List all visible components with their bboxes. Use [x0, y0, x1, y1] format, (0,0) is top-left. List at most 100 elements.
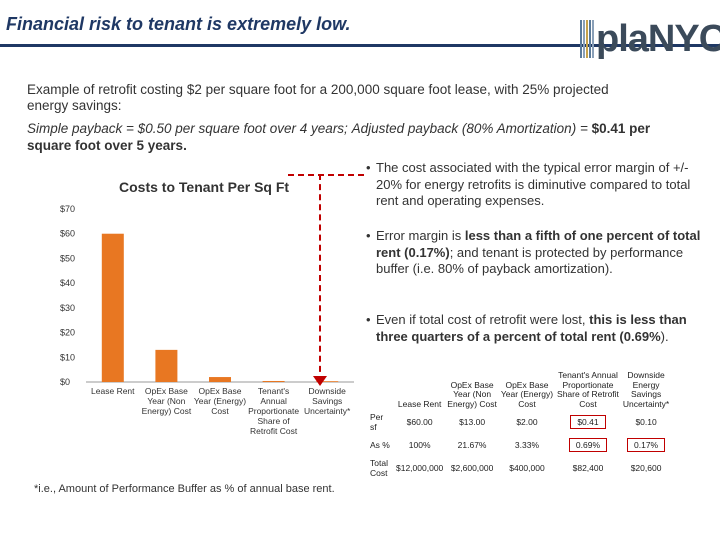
table-header-row: Lease Rent OpEx Base Year (Non Energy) Cost…: [368, 370, 671, 410]
cell-value: $2.00: [516, 417, 538, 427]
y-tick-label: $0: [60, 377, 70, 387]
cost-chart: Costs to Tenant Per Sq Ft $0 $10 $20 $30 $40…: [34, 167, 364, 437]
title-divider: [0, 44, 720, 47]
y-tick-label: $70: [60, 204, 75, 214]
bullet-dot: •: [366, 312, 371, 327]
table-row-label: Total Cost: [370, 458, 388, 478]
table-header-cell: OpEx Base Year (Non Energy) Cost: [447, 379, 497, 409]
x-tick-label: Lease Rent: [91, 386, 135, 396]
logo-bar: [580, 20, 582, 58]
x-tick-label: Cost: [211, 406, 229, 416]
cell-value: $20,600: [630, 463, 662, 473]
bullet-item: • The cost associated with the typical er…: [366, 160, 701, 210]
bar: [316, 381, 339, 382]
bar: [101, 233, 124, 382]
x-tick-label: Savings: [312, 396, 342, 406]
y-tick-label: $30: [60, 303, 75, 313]
highlighted-value: 0.69%: [568, 438, 608, 452]
cost-table: Lease Rent OpEx Base Year (Non Energy) Cost…: [368, 370, 718, 480]
bullet-text: this is less than three quarters of a pe…: [376, 312, 687, 344]
bullet-dot: •: [366, 160, 371, 175]
table-header-cell: Downside Energy Savings Uncertainty*: [622, 370, 670, 409]
x-tick-label: Year (Non: [147, 396, 185, 406]
cell-value: 3.33%: [514, 440, 540, 450]
table-cell: 100%: [394, 434, 445, 456]
bullet-text: Even if total cost of retrofit were lost…: [376, 312, 590, 327]
payback-text: Simple payback = $0.50 per square foot o…: [27, 120, 697, 154]
x-tick-label: Downside: [309, 386, 347, 396]
y-tick-label: $40: [60, 278, 75, 288]
x-tick-label: Retrofit Cost: [250, 426, 298, 436]
logo-bar: [583, 20, 585, 58]
table-row: Total Cost $12,000,000 $2,600,000 $400,000 $…: [368, 456, 671, 480]
cell-value: 100%: [408, 440, 431, 450]
table-cell: $12,000,000: [394, 456, 445, 480]
cell-value: $60.00: [406, 417, 433, 427]
table-cell: $400,000: [499, 456, 555, 480]
adjusted-payback-value: $0.41: [591, 121, 626, 136]
adjusted-payback-suffix: per square foot over 5 years.: [27, 121, 651, 153]
bar: [262, 380, 285, 382]
bullet-text: less than a fifth of one percent of tota…: [376, 228, 701, 260]
plany-logo: plaNYC: [580, 18, 720, 60]
logo-bar: [586, 20, 588, 58]
logo-bar: [589, 20, 591, 58]
x-tick-label: Tenant's: [258, 386, 289, 396]
x-tick-label: Annual: [260, 396, 287, 406]
bullet-text: ; and tenant is protected by performance…: [376, 244, 684, 277]
table-cell: $0.10: [621, 410, 671, 434]
bullet-item: • Error margin is less than a fifth of on…: [366, 228, 701, 278]
table-header-cell: OpEx Base Year (Energy) Cost: [500, 379, 554, 409]
cell-value: $12,000,000: [396, 463, 444, 473]
table-cell: $60.00: [394, 410, 445, 434]
y-tick-label: $10: [60, 352, 75, 362]
logo-bar: [592, 20, 594, 58]
bar: [155, 349, 178, 382]
footnote: *i.e., Amount of Performance Buffer as %…: [34, 483, 335, 495]
table-cell: $2.00: [499, 410, 555, 434]
simple-payback: Simple payback = $0.50 per square foot o…: [27, 121, 348, 136]
x-tick-label: Energy) Cost: [142, 406, 192, 416]
chart-title: Costs to Tenant Per Sq Ft: [119, 179, 290, 195]
table-row: Per sf $60.00 $13.00 $2.00 $0.41 $0.10: [368, 410, 671, 434]
cell-value: $82,400: [572, 463, 604, 473]
cell-value: $0.10: [635, 417, 657, 427]
table-cell: $13.00: [445, 410, 499, 434]
slide-title: Financial risk to tenant is extremely lo…: [6, 14, 351, 34]
cost-table-grid: Lease Rent OpEx Base Year (Non Energy) Cost…: [368, 370, 671, 480]
highlighted-value: 0.17%: [627, 438, 666, 452]
intro-text: Example of retrofit costing $2 per squar…: [27, 82, 609, 113]
table-row-label: Per sf: [370, 412, 384, 432]
cell-value: $2,600,000: [450, 463, 494, 473]
table-cell: 21.67%: [445, 434, 499, 456]
bullet-text: Error margin is: [376, 228, 465, 243]
y-tick-label: $60: [60, 229, 75, 239]
table-cell: 0.17%: [621, 434, 671, 456]
table-cell: $0.41: [555, 410, 621, 434]
x-tick-label: Year (Energy): [194, 396, 246, 406]
highlighted-value: $0.41: [570, 415, 606, 429]
bar: [209, 377, 231, 382]
bullet-item: • Even if total cost of retrofit were los…: [366, 312, 701, 345]
table-row: As % 100% 21.67% 3.33% 0.69% 0.17%: [368, 434, 671, 456]
cell-value: 21.67%: [457, 440, 487, 450]
bullet-dot: •: [366, 228, 371, 243]
bullet-text: ).: [660, 328, 669, 344]
cell-value: $13.00: [459, 417, 486, 427]
x-tick-label: OpEx Base: [145, 386, 188, 396]
chart-svg: $0 $10 $20 $30 $40 $50 $60 $70 Lease Rent OpEx Ba…: [60, 204, 354, 436]
table-header-cell: Tenant's Annual Proportionate Share of Ret…: [557, 370, 619, 409]
x-tick-label: Share of: [258, 416, 291, 426]
callout-arrowhead: [313, 376, 327, 386]
callout-connector-horizontal: [288, 174, 364, 176]
y-tick-label: $20: [60, 328, 75, 338]
x-tick-label: Uncertainty*: [304, 406, 351, 416]
x-tick-label: OpEx Base: [199, 386, 242, 396]
callout-connector-vertical: [319, 174, 321, 382]
table-cell: $20,600: [621, 456, 671, 480]
bullet-text: The cost associated with the typical err…: [376, 160, 691, 208]
logo-bars: [580, 20, 594, 58]
table-cell: 3.33%: [499, 434, 555, 456]
x-tick-label: Proportionate: [248, 406, 299, 416]
table-header-cell: [368, 370, 394, 410]
